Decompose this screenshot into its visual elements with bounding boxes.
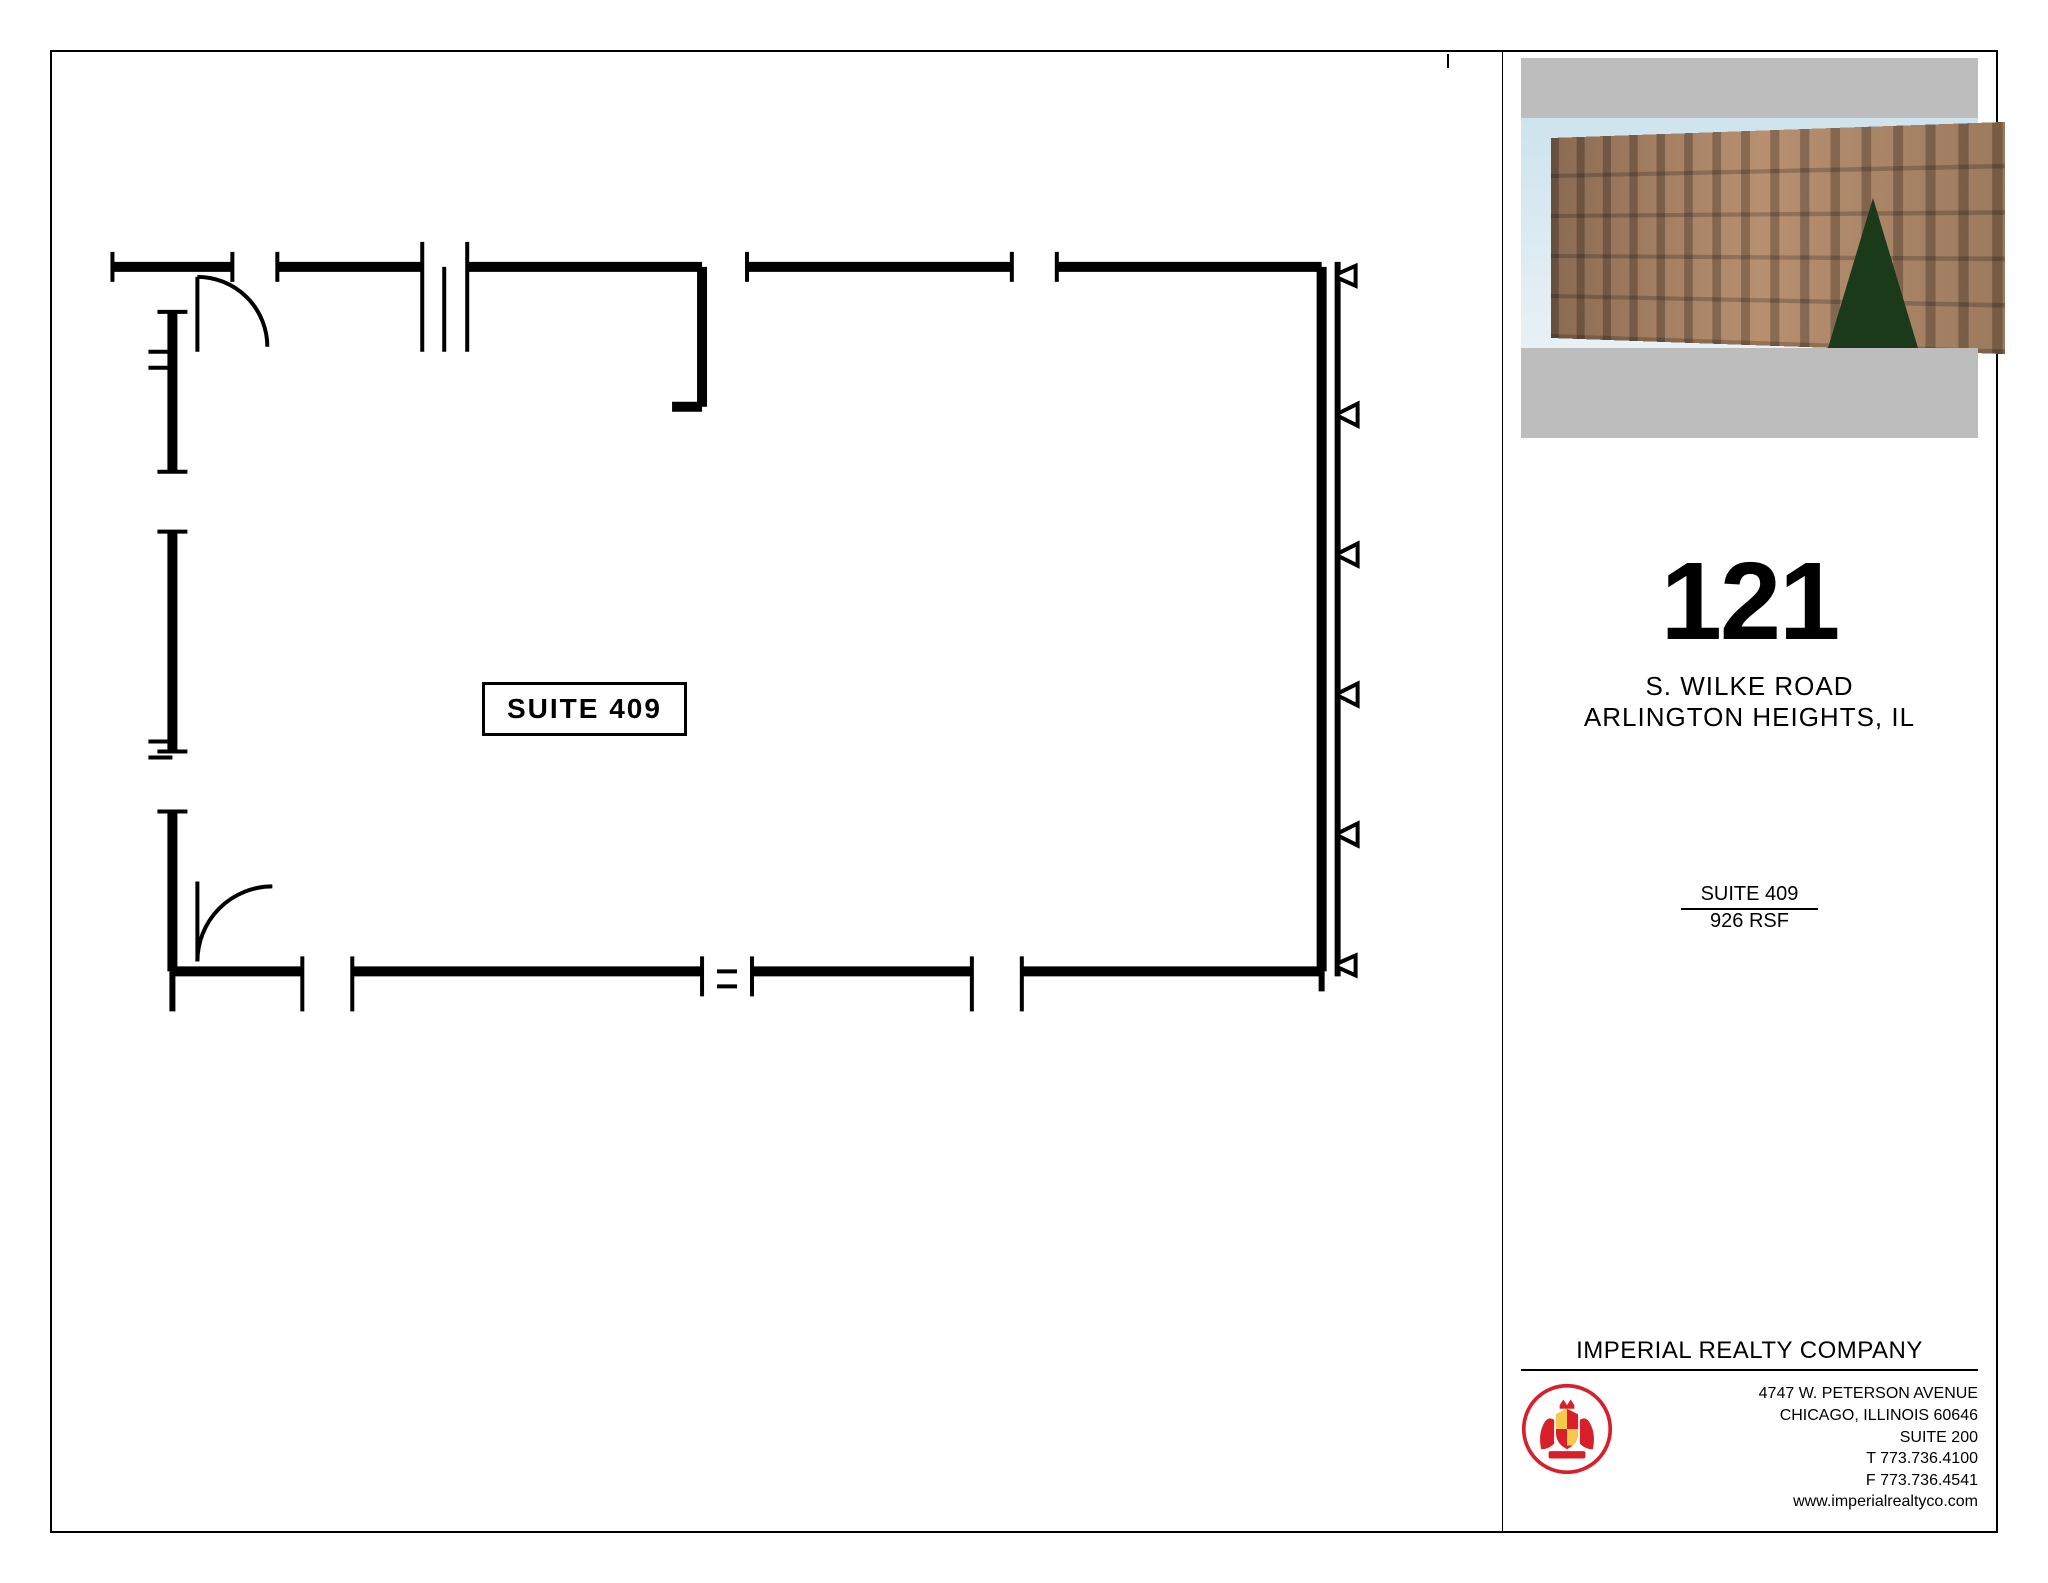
company-website: www.imperialrealtyco.com: [1629, 1491, 1978, 1513]
address-number: 121: [1521, 538, 1978, 665]
company-name: IMPERIAL REALTY COMPANY: [1521, 1337, 1978, 1371]
company-logo: [1521, 1383, 1613, 1475]
sheet-frame: SUITE 409 121 S. WILKE ROAD ARLINGTON HE…: [50, 50, 1998, 1533]
floorplan-drawing: [52, 52, 1502, 1531]
address-block: 121 S. WILKE ROAD ARLINGTON HEIGHTS, IL: [1521, 538, 1978, 733]
company-contact: 4747 W. PETERSON AVENUE CHICAGO, ILLINOI…: [1629, 1383, 1978, 1513]
suite-rsf: 926 RSF: [1521, 910, 1978, 933]
address-city: ARLINGTON HEIGHTS, IL: [1521, 702, 1978, 733]
suite-info: SUITE 409 926 RSF: [1521, 883, 1978, 933]
building-photo: [1521, 58, 1978, 438]
company-address-1: 4747 W. PETERSON AVENUE: [1629, 1383, 1978, 1405]
floorplan-area: SUITE 409: [52, 52, 1503, 1531]
photo-overlay-top: [1521, 58, 1978, 118]
company-phone: T 773.736.4100: [1629, 1448, 1978, 1470]
photo-building: [1551, 122, 2005, 354]
photo-tree: [1828, 198, 1918, 348]
photo-overlay-bottom: [1521, 348, 1978, 438]
floorplan-suite-label: SUITE 409: [482, 682, 687, 736]
suite-name: SUITE 409: [1681, 883, 1819, 910]
company-address-2: CHICAGO, ILLINOIS 60646: [1629, 1405, 1978, 1427]
sidebar: 121 S. WILKE ROAD ARLINGTON HEIGHTS, IL …: [1503, 52, 1996, 1531]
company-address-3: SUITE 200: [1629, 1427, 1978, 1449]
address-street: S. WILKE ROAD: [1521, 671, 1978, 702]
company-fax: F 773.736.4541: [1629, 1470, 1978, 1492]
company-block: IMPERIAL REALTY COMPANY: [1521, 1337, 1978, 1513]
